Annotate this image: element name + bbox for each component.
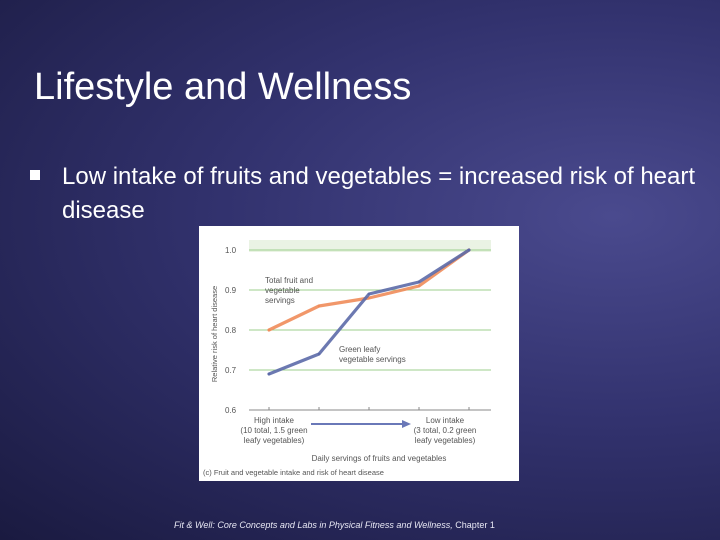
data-point (367, 296, 371, 300)
intake-arrow-head (402, 420, 411, 428)
footer-citation: Fit & Well: Core Concepts and Labs in Ph… (174, 520, 574, 530)
footer-chapter: Chapter 1 (452, 520, 495, 530)
series-label-total: vegetable (265, 286, 300, 295)
y-tick-label: 0.9 (225, 286, 237, 295)
bullet-text: Low intake of fruits and vegetables = in… (62, 163, 696, 224)
y-tick-label: 0.7 (225, 366, 237, 375)
data-point (267, 372, 271, 376)
y-axis-label: Relative risk of heart disease (210, 286, 219, 382)
chart-text: 1.0 0.9 0.8 0.7 0.6 Relative risk of heart di… (203, 246, 476, 477)
data-point (367, 292, 371, 296)
footer-book-title: Fit & Well: Core Concepts and Labs in Ph… (174, 520, 453, 530)
x-annotation-left: High intake (254, 416, 295, 425)
series-label-total: servings (265, 296, 295, 305)
x-axis-label: Daily servings of fruits and vegetables (312, 454, 447, 463)
series-lines (267, 248, 471, 376)
y-tick-label: 0.8 (225, 326, 237, 335)
heart-disease-line-chart: 1.0 0.9 0.8 0.7 0.6 Relative risk of heart di… (203, 240, 491, 477)
series-label-green: Green leafy (339, 345, 380, 354)
slide-title: Lifestyle and Wellness (34, 66, 412, 108)
gridlines (249, 240, 491, 371)
x-annotation-left: (10 total, 1.5 green (240, 426, 307, 435)
y-tick-label: 0.6 (225, 406, 237, 415)
series-label-green: vegetable servings (339, 355, 406, 364)
data-point (317, 352, 321, 356)
x-annotation-left: leafy vegetables) (244, 436, 305, 445)
figure-caption: (c) Fruit and vegetable intake and risk … (203, 468, 384, 477)
y-tick-label: 1.0 (225, 246, 237, 255)
data-point (317, 304, 321, 308)
data-point (417, 280, 421, 284)
x-annotation-right: Low intake (426, 416, 465, 425)
axes (249, 407, 491, 428)
bullet-square-icon (30, 170, 40, 180)
data-point (467, 248, 471, 252)
x-annotation-right: (3 total, 0.2 green (414, 426, 477, 435)
x-annotation-right: leafy vegetables) (415, 436, 476, 445)
heart-disease-chart-figure: 1.0 0.9 0.8 0.7 0.6 Relative risk of heart di… (199, 226, 519, 481)
series-label-total: Total fruit and (265, 276, 313, 285)
top-band (249, 240, 491, 252)
data-point (267, 328, 271, 332)
data-point (417, 284, 421, 288)
